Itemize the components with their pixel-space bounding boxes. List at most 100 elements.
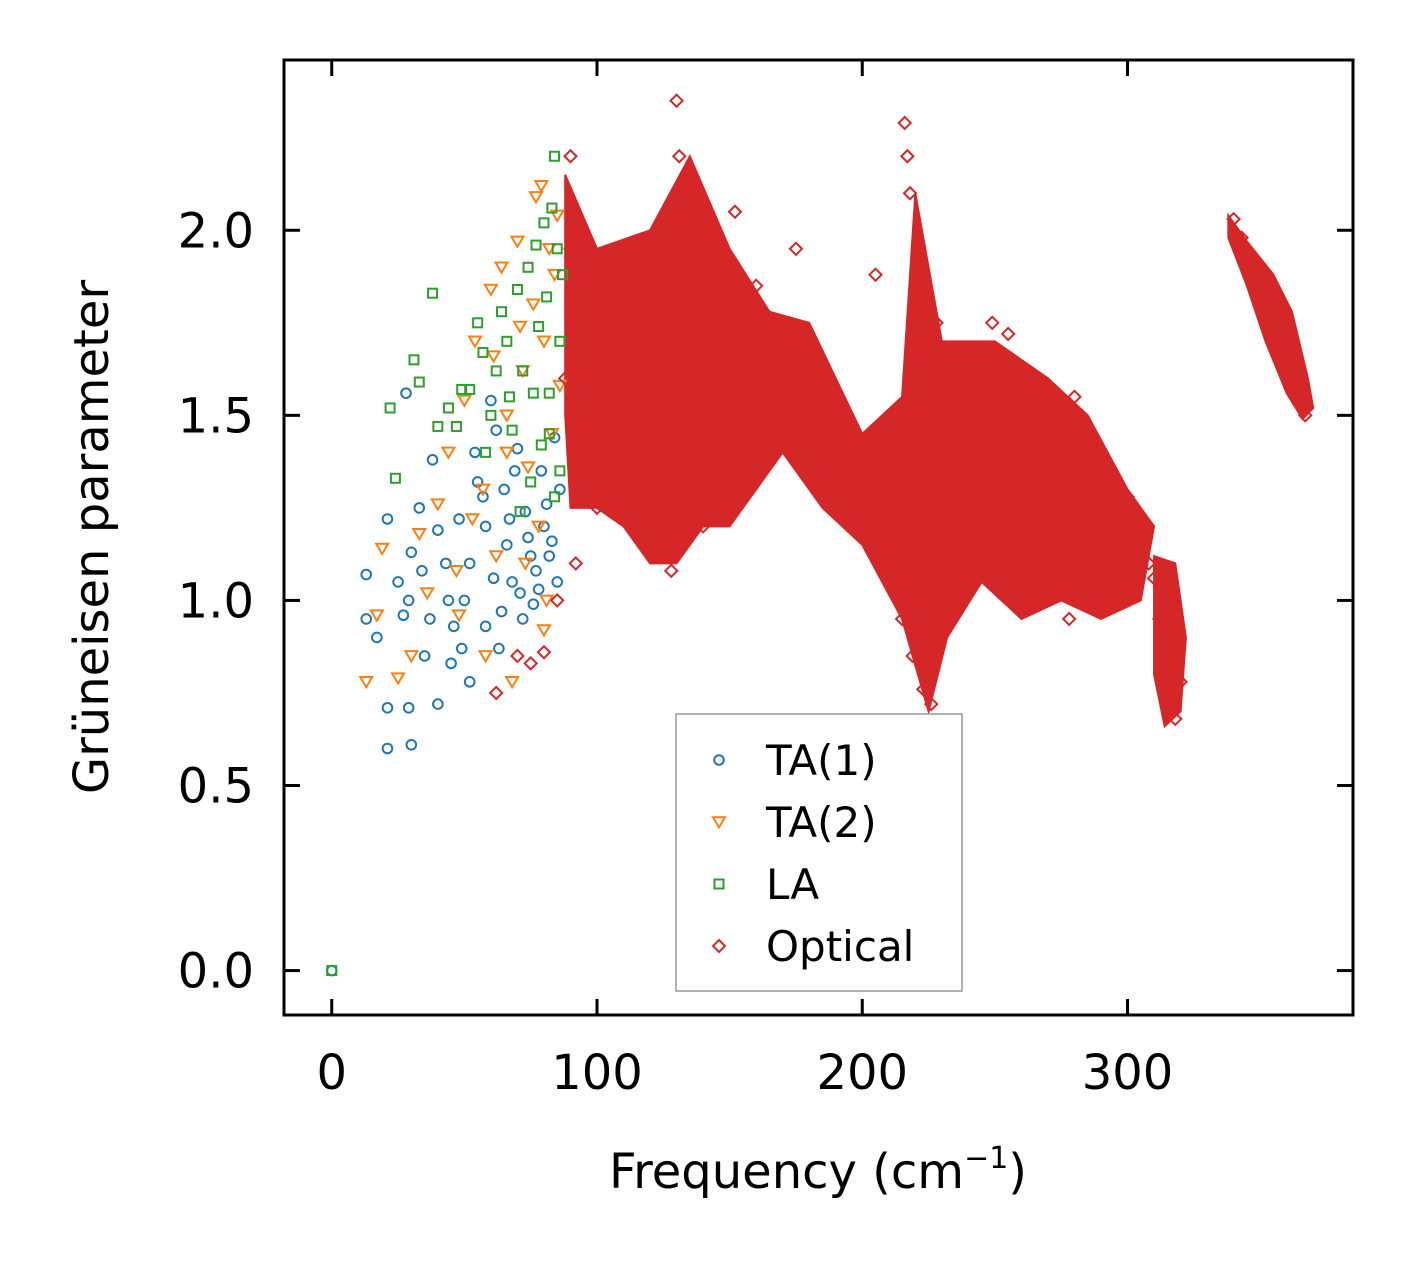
data-point	[727, 204, 743, 220]
data-point	[1114, 537, 1130, 553]
data-point	[419, 587, 435, 601]
legend-label: TA(1)	[765, 736, 877, 785]
data-point	[602, 333, 618, 349]
data-point	[463, 557, 476, 570]
data-point	[487, 572, 500, 585]
data-point	[1297, 407, 1313, 423]
data-point	[527, 387, 539, 399]
data-point	[976, 389, 992, 405]
data-point	[442, 402, 454, 414]
data-point	[748, 278, 764, 294]
data-point	[549, 491, 561, 503]
data-point	[610, 481, 626, 497]
data-point	[510, 648, 525, 664]
data-point	[514, 587, 526, 599]
data-point	[1173, 674, 1188, 690]
legend-marker	[711, 816, 727, 830]
data-point	[854, 511, 870, 527]
tick-labels: 0 100 200 300 0.0 0.5 1.0 1.5 2.0	[178, 203, 1174, 1101]
data-point	[1250, 270, 1265, 286]
data-point	[897, 115, 913, 131]
data-point	[754, 304, 769, 320]
data-point	[475, 483, 491, 497]
data-point	[418, 650, 431, 662]
data-point	[836, 415, 852, 431]
data-point	[1075, 500, 1090, 516]
data-point	[1226, 211, 1242, 227]
axis-ticks	[284, 60, 1353, 1015]
data-point	[1000, 326, 1016, 342]
data-point	[503, 391, 515, 403]
data-point	[538, 594, 555, 608]
data-point	[464, 513, 481, 527]
series-optical	[488, 93, 1313, 730]
data-point	[479, 520, 492, 533]
data-point	[536, 624, 552, 638]
data-point	[485, 394, 497, 407]
data-point	[543, 550, 556, 562]
data-point	[453, 513, 465, 525]
data-point	[645, 389, 661, 405]
data-point	[578, 426, 594, 442]
series-la	[326, 150, 569, 977]
data-point	[488, 550, 504, 564]
data-point	[1234, 230, 1250, 246]
legend-entries: TA(1) TA(2) LA Optical	[711, 736, 914, 971]
data-point	[504, 676, 520, 690]
data-point	[480, 446, 492, 458]
data-point	[503, 513, 516, 525]
legend-label: Optical	[766, 922, 914, 971]
data-point	[1151, 611, 1167, 627]
data-point	[533, 180, 550, 194]
data-point	[722, 463, 738, 479]
data-point	[629, 444, 645, 460]
data-point	[369, 609, 385, 623]
data-point	[1167, 711, 1183, 727]
data-point	[687, 352, 703, 368]
data-point	[1242, 252, 1257, 268]
data-point	[381, 513, 394, 525]
data-point	[456, 394, 473, 408]
data-point	[493, 261, 510, 275]
data-point	[899, 148, 915, 164]
data-point	[905, 648, 921, 664]
data-point	[402, 701, 415, 714]
x-tick-label: 100	[551, 1045, 643, 1101]
data-point	[552, 379, 568, 394]
data-point	[472, 317, 484, 329]
series-ta-1-	[325, 387, 566, 977]
data-point	[467, 335, 483, 349]
y-tick-label: 1.0	[178, 573, 254, 629]
optical-density-band	[564, 153, 1156, 716]
plot-frame	[282, 58, 1355, 1017]
data-point	[442, 594, 455, 607]
data-point	[402, 594, 415, 607]
data-point	[447, 620, 460, 633]
data-point	[549, 593, 565, 608]
data-point	[671, 148, 687, 164]
data-point	[557, 370, 573, 386]
y-tick-label: 0.5	[178, 759, 254, 815]
data-point	[849, 500, 865, 516]
legend-marker	[713, 878, 725, 890]
data-point	[532, 583, 545, 596]
data-point	[1284, 363, 1300, 379]
data-point	[432, 524, 444, 536]
data-point	[477, 346, 489, 358]
data-point	[389, 472, 401, 484]
data-point	[511, 442, 524, 455]
optical-density-band	[1227, 212, 1315, 421]
data-point	[490, 424, 503, 436]
data-point	[490, 365, 502, 377]
data-point	[589, 500, 605, 516]
data-point	[477, 650, 494, 664]
y-tick-label: 0.0	[178, 944, 254, 1000]
data-point	[543, 387, 555, 399]
data-point	[358, 676, 374, 690]
data-point	[426, 453, 439, 466]
data-point	[525, 298, 542, 312]
data-point	[886, 574, 902, 590]
data-point	[762, 363, 777, 379]
data-point	[621, 278, 637, 294]
